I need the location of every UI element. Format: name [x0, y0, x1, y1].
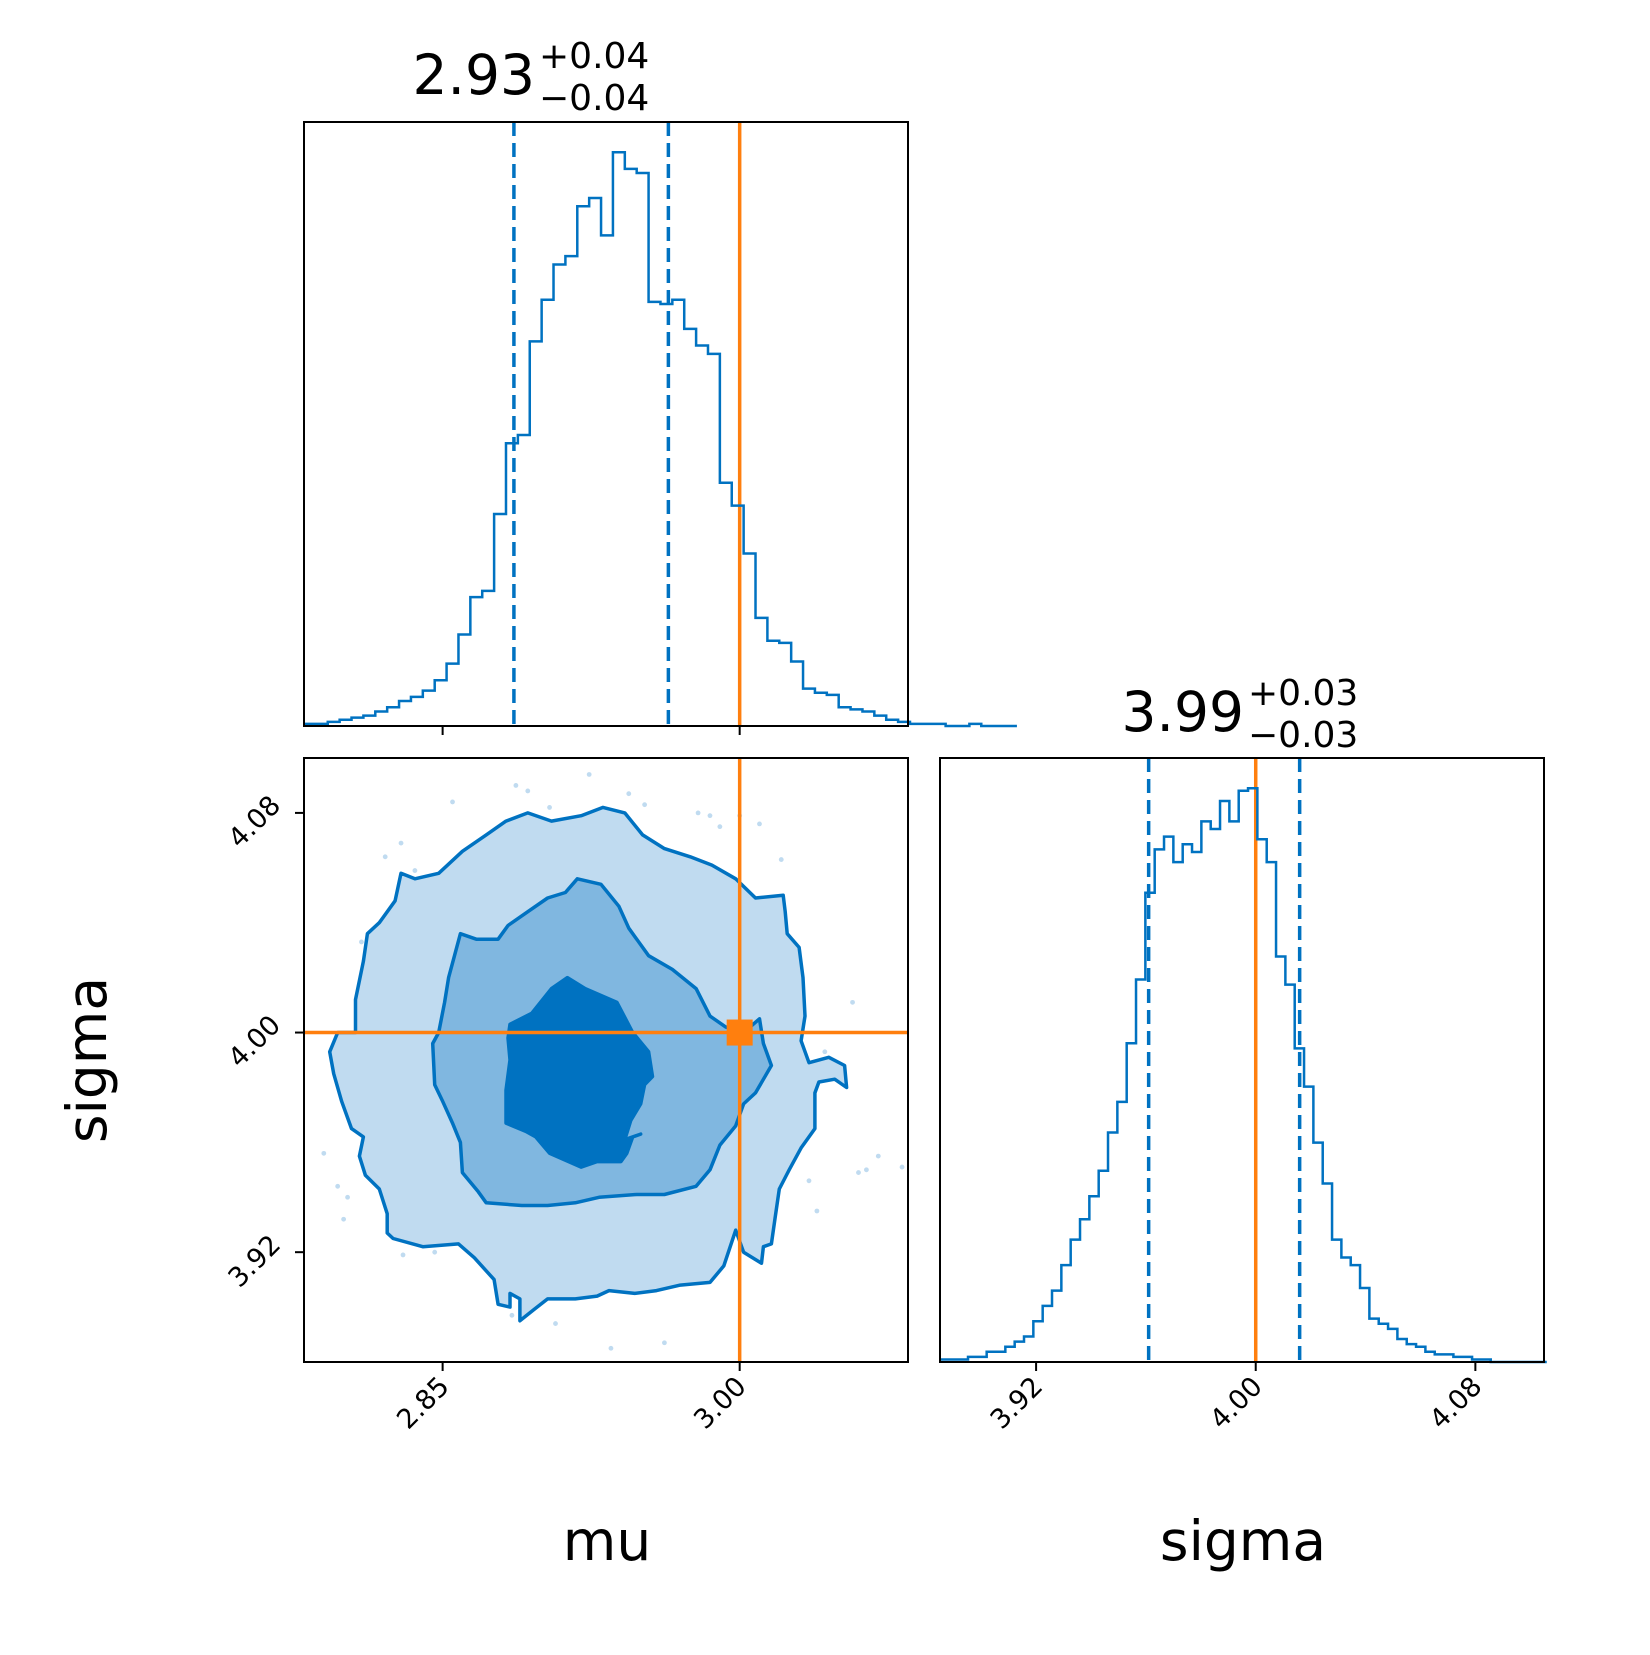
scatter-point-39: [856, 1170, 861, 1175]
scatter-point-32: [778, 857, 784, 862]
scatter-point-1: [335, 1183, 341, 1189]
sigma-axis-ticks: 3.92 4.00 4.08: [223, 790, 304, 1294]
sigma-axis-label: sigma: [55, 977, 119, 1143]
scatter-point-42: [899, 1164, 905, 1170]
scatter-point-41: [875, 1153, 881, 1159]
sigma-xaxis-label: sigma: [1160, 1509, 1326, 1573]
scatter-point-25: [642, 802, 648, 808]
scatter-point-5: [382, 854, 388, 860]
sigma-histogram-lines: [1146, 758, 1302, 1362]
sigma-title-median: 3.99: [1122, 680, 1244, 744]
sigma-histogram-steps: [940, 786, 1547, 1364]
scatter-point-13: [450, 799, 455, 805]
scatter-point-21: [553, 1321, 558, 1326]
mu-title-plus: +0.04: [539, 36, 649, 77]
scatter-point-23: [608, 1345, 614, 1351]
sigma-title-plus: +0.03: [1248, 673, 1358, 714]
mu-histogram-panel: 2.93 +0.04 −0.04: [303, 36, 1017, 735]
sigma-histogram-ticks: 3.92 4.00 4.08: [985, 1362, 1488, 1435]
scatter-point-38: [850, 999, 855, 1005]
scatter-point-20: [547, 805, 552, 810]
sigma-tick-label-0: 3.92: [223, 1229, 287, 1293]
x-tick-label-0: 3.92: [985, 1371, 1049, 1435]
scatter-point-2: [341, 1216, 347, 1222]
mu-tick-label-0: 2.85: [391, 1371, 455, 1435]
scatter-point-34: [806, 1178, 812, 1184]
mu-sigma-contour-lines: [327, 805, 849, 1323]
mu-sigma-contour-panel: 2.85 3.00 3.92 4.00 4.08 mu sigma: [55, 757, 909, 1573]
contour-fill-inner: [506, 977, 653, 1168]
sigma-tick-label-1: 4.00: [223, 1010, 287, 1074]
mu-histogram-lines: [512, 122, 742, 726]
mu-title-minus: −0.04: [539, 78, 649, 119]
scatter-point-18: [525, 788, 531, 794]
contour-line-outer: [327, 805, 849, 1323]
sigma-histogram-frame: [939, 757, 1545, 1363]
scatter-point-35: [814, 1208, 820, 1214]
mu-sigma-truth-lines: [304, 758, 908, 1362]
mu-title-median: 2.93: [413, 43, 535, 107]
scatter-point-29: [717, 824, 723, 830]
contour-line-middle: [430, 877, 774, 1208]
mu-sigma-truth-marker: [726, 1019, 753, 1046]
sigma-histogram-panel: 3.92 4.00 4.08 sigma 3.99 +0.03 −0.03: [939, 673, 1547, 1573]
scatter-point-0: [321, 1150, 327, 1156]
mu-tick-label-1: 3.00: [688, 1371, 752, 1435]
sigma-tick-label-2: 4.08: [223, 790, 287, 854]
mu-axis-label: mu: [563, 1509, 651, 1573]
mu-histogram-steps: [304, 150, 1017, 728]
scatter-point-31: [757, 821, 762, 827]
mu-histogram-frame: [303, 121, 909, 727]
scatter-point-22: [586, 772, 592, 777]
scatter-point-28: [707, 813, 713, 819]
mu-histogram-ticks: [441, 726, 741, 735]
mu-sigma-frame: [303, 757, 909, 1363]
scatter-point-16: [509, 1312, 515, 1318]
scatter-point-26: [662, 1340, 667, 1346]
scatter-point-11: [432, 1249, 438, 1255]
scatter-point-4: [359, 939, 364, 945]
scatter-point-24: [626, 791, 632, 797]
scatter-point-36: [822, 1049, 828, 1055]
contour-line-inner: [504, 975, 655, 1169]
mu-axis-ticks: 2.85 3.00: [391, 1362, 753, 1435]
x-tick-label-1: 4.00: [1204, 1371, 1268, 1435]
scatter-point-3: [345, 1194, 350, 1200]
scatter-point-7: [400, 1252, 406, 1258]
scatter-point-6: [398, 840, 404, 846]
x-tick-label-2: 4.08: [1424, 1371, 1488, 1435]
scatter-point-17: [513, 783, 519, 788]
scatter-point-9: [412, 868, 418, 873]
scatter-point-27: [695, 810, 701, 816]
sigma-title-minus: −0.03: [1248, 715, 1358, 756]
scatter-point-40: [864, 1167, 869, 1173]
